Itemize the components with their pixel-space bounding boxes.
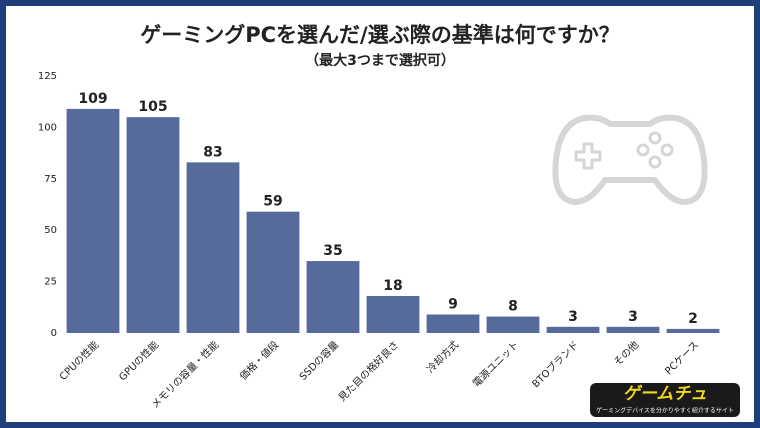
value-label: 3 — [568, 309, 578, 325]
bar — [186, 162, 240, 333]
logo-tagline: ゲーミングデバイスを分かりやすく紹介するサイト — [596, 407, 734, 415]
value-label: 59 — [263, 194, 282, 210]
y-tick-label: 0 — [51, 328, 57, 339]
value-label: 9 — [448, 296, 458, 312]
bar — [126, 117, 180, 334]
gamepad-icon — [552, 114, 708, 205]
y-tick-label: 50 — [44, 225, 57, 236]
value-label: 83 — [203, 144, 222, 160]
logo-badge — [590, 383, 740, 417]
value-label: 105 — [138, 99, 167, 115]
bar — [426, 314, 480, 333]
bar — [486, 316, 540, 333]
logo: ゲームチュ ゲーミングデバイスを分かりやすく紹介するサイト — [590, 383, 740, 417]
chart-subtitle: （最大3つまで選択可） — [305, 52, 455, 69]
value-label: 109 — [78, 91, 107, 107]
y-tick-label: 75 — [44, 174, 57, 185]
bar — [366, 295, 420, 333]
y-tick-label: 100 — [38, 122, 57, 133]
value-label: 3 — [628, 309, 638, 325]
y-tick-label: 25 — [44, 277, 57, 288]
bar — [606, 326, 660, 333]
value-label: 35 — [323, 243, 342, 259]
bar — [666, 328, 720, 333]
bar — [546, 326, 600, 333]
y-tick-label: 125 — [38, 71, 57, 82]
bar — [66, 108, 120, 333]
value-label: 2 — [688, 311, 698, 327]
logo-text: ゲームチュ — [623, 384, 708, 404]
chart-title: ゲーミングPCを選んだ/選ぶ際の基準は何ですか？ — [140, 23, 619, 47]
bar — [306, 261, 360, 333]
value-label: 18 — [383, 278, 402, 294]
value-label: 8 — [508, 299, 518, 315]
bar — [246, 211, 300, 333]
